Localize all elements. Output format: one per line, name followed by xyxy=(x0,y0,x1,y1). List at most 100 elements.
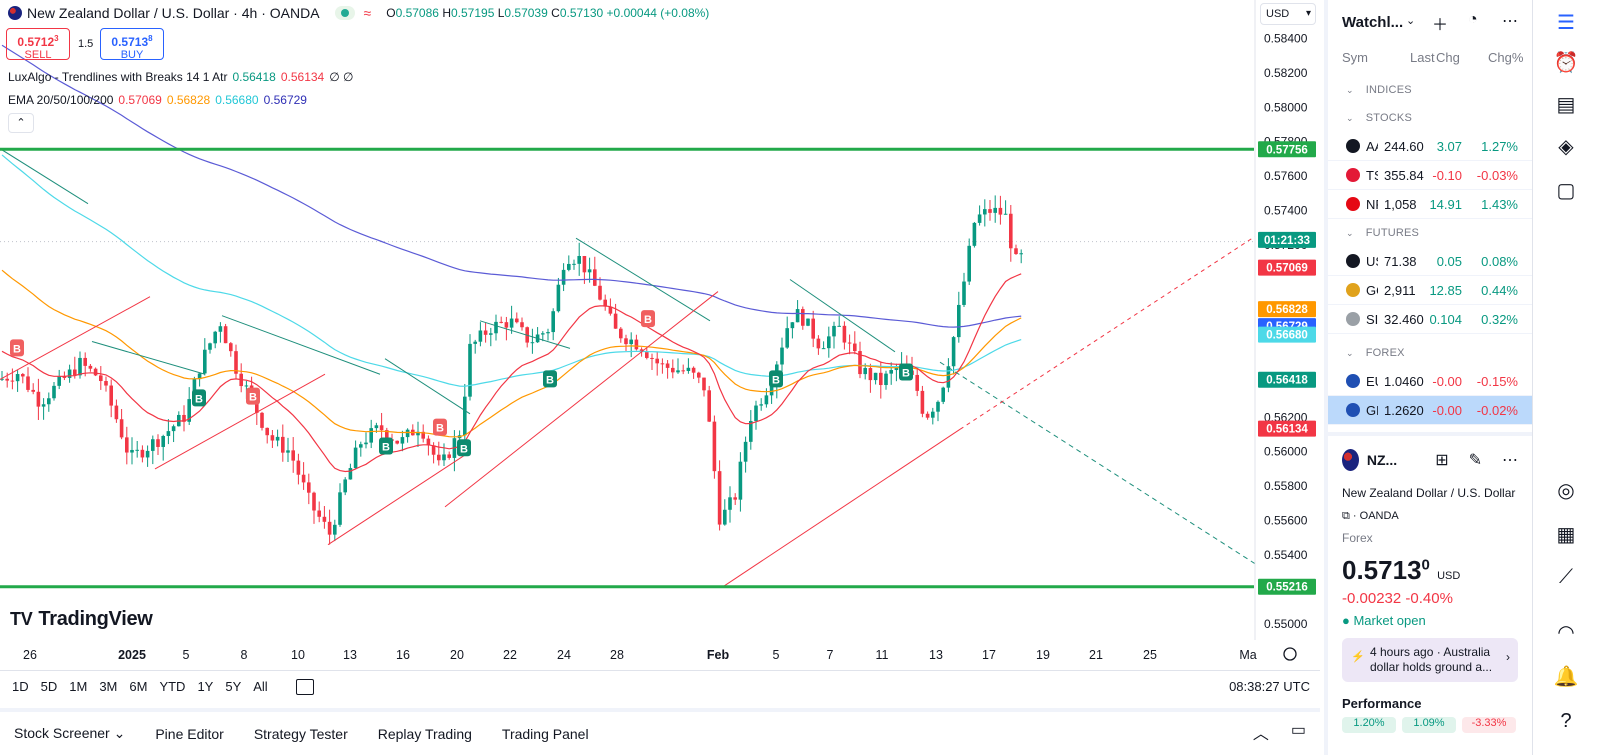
range-3m[interactable]: 3M xyxy=(99,679,118,694)
alerts-icon[interactable]: ⏰ xyxy=(1553,52,1579,74)
edit-icon[interactable]: ✎ xyxy=(1468,452,1482,469)
help-icon[interactable]: ? xyxy=(1560,710,1572,732)
range-ytd[interactable]: YTD xyxy=(159,679,186,694)
watchlist-section-stocks[interactable]: ⌄ STOCKS xyxy=(1346,112,1412,124)
trend-icon[interactable]: ⟋ xyxy=(1559,566,1573,588)
row-symbol: EURUSD xyxy=(1366,374,1378,389)
chart-area[interactable]: BBBBBBBBBB0.584000.582000.580000.578000.… xyxy=(0,0,1320,686)
range-1m[interactable]: 1M xyxy=(69,679,88,694)
trendline-up xyxy=(723,428,961,587)
detail-symbol[interactable]: NZ... xyxy=(1366,452,1398,468)
perf-box[interactable]: 1.09% xyxy=(1402,717,1456,733)
range-5d[interactable]: 5D xyxy=(40,679,58,694)
watchlist-title[interactable]: Watchl... xyxy=(1342,13,1404,31)
spread-value: 1.5 xyxy=(78,38,94,50)
watchlist-section-indices[interactable]: ⌄ INDICES xyxy=(1346,84,1412,96)
buy-button[interactable]: 0.57138 BUY xyxy=(100,28,164,61)
range-6m[interactable]: 6M xyxy=(129,679,148,694)
tab-strategy-tester[interactable]: Strategy Tester xyxy=(253,725,348,742)
tradingview-logo-mark: TV xyxy=(10,609,33,629)
trendline-down xyxy=(479,320,571,349)
symbol-logo-icon xyxy=(1346,254,1360,268)
watchlist-row[interactable]: EURUSD 1.0460 -0.00 -0.15% xyxy=(1328,367,1532,396)
performance-title: Performance xyxy=(1342,696,1422,711)
currency-select[interactable]: USD xyxy=(1260,3,1316,25)
col-last[interactable]: Last xyxy=(1410,49,1435,65)
candle-body xyxy=(151,439,155,451)
chat-icon[interactable]: ▢ xyxy=(1556,180,1576,202)
chevron-down-icon[interactable]: ⌄ xyxy=(1346,112,1354,123)
symbol-title[interactable]: New Zealand Dollar / U.S. Dollar · 4h · … xyxy=(27,5,320,21)
range-5y[interactable]: 5Y xyxy=(225,679,242,694)
advanced-view-icon[interactable]: ◔ xyxy=(1468,11,1478,28)
buy-signal-marker xyxy=(543,370,557,388)
more-icon[interactable]: ⋯ xyxy=(1502,13,1518,30)
watchlist-row[interactable]: SILVER 32.460 0.104 0.32% xyxy=(1328,305,1532,334)
price-chart[interactable]: BBBBBBBBBB0.584000.582000.580000.578000.… xyxy=(0,0,1320,670)
calendar-icon[interactable]: ▦ xyxy=(1556,524,1576,546)
data-wave-icon[interactable]: ≈ xyxy=(363,5,372,21)
range-1y[interactable]: 1Y xyxy=(197,679,214,694)
perf-box[interactable]: 1.20% xyxy=(1342,717,1396,733)
range-all[interactable]: All xyxy=(253,679,268,694)
trendline-up xyxy=(959,236,1256,430)
object-tree-icon[interactable]: ▤ xyxy=(1556,94,1576,116)
detail-exchange[interactable]: ⧉ · OANDA xyxy=(1342,510,1399,522)
watchlist-row[interactable]: AAPL 244.60 3.07 1.27% xyxy=(1328,132,1532,161)
candle-body xyxy=(208,343,212,350)
watchlist-row[interactable]: NFLX 1,058 14.91 1.43% xyxy=(1328,190,1532,219)
watchlist-row[interactable]: USOIL 71.38 0.05 0.08% xyxy=(1328,247,1532,276)
market-status[interactable]: ● Market open xyxy=(1342,613,1426,628)
watchlist-row[interactable]: GOLD 2,911 12.85 0.44% xyxy=(1328,276,1532,305)
chevron-down-icon[interactable]: ⌄ xyxy=(1346,227,1354,238)
candle-body xyxy=(244,385,249,387)
news-headline[interactable]: 4 hours ago · Australia dollar holds gro… xyxy=(1342,638,1518,682)
calendar-icon[interactable] xyxy=(295,678,314,695)
chevron-down-icon[interactable]: ⌄ xyxy=(1406,15,1416,27)
settings-gear-icon xyxy=(1283,647,1297,661)
col-chg[interactable]: Chg xyxy=(1436,49,1460,65)
watchlist-icon[interactable]: ☰ xyxy=(1557,12,1575,34)
add-symbol-icon[interactable]: ＋ xyxy=(1432,17,1449,34)
col-chgp[interactable]: Chg% xyxy=(1488,49,1524,65)
candle-body xyxy=(125,437,129,453)
chevron-down-icon[interactable]: ⌄ xyxy=(1346,84,1354,95)
collapse-legend-button[interactable]: ⌃ xyxy=(8,113,34,133)
time-tick-label: 11 xyxy=(876,648,889,662)
layers-icon[interactable]: ◈ xyxy=(1558,136,1574,158)
candle-body xyxy=(561,269,566,285)
candle-body xyxy=(281,436,285,453)
row-symbol: AAPL xyxy=(1366,139,1378,154)
watchlist-row[interactable]: TSLA 355.84 -0.10 -0.03% xyxy=(1328,161,1532,190)
utc-clock[interactable]: 08:38:27 UTC xyxy=(1229,679,1310,694)
time-tick-label: 19 xyxy=(1036,648,1050,662)
more-icon[interactable]: ⋯ xyxy=(1502,452,1518,469)
maximize-icon[interactable]: ▭ xyxy=(1290,722,1306,739)
watchlist-row[interactable]: GBPUSD 1.2620 -0.00 -0.02% xyxy=(1328,396,1532,425)
tab-replay-trading[interactable]: Replay Trading xyxy=(377,725,472,742)
candle-body xyxy=(338,492,342,525)
target-icon[interactable]: ◎ xyxy=(1557,480,1575,502)
candle-body xyxy=(447,454,451,458)
external-link-icon[interactable]: ⧉ xyxy=(1342,510,1350,522)
range-1d[interactable]: 1D xyxy=(12,679,29,694)
grid-icon[interactable]: ⊞ xyxy=(1435,452,1449,469)
chevron-down-icon[interactable]: ⌄ xyxy=(1346,347,1354,358)
watchlist-section-forex[interactable]: ⌄ FOREX xyxy=(1346,347,1405,359)
ema-legend[interactable]: EMA 20/50/100/200 0.57069 0.56828 0.5668… xyxy=(8,93,307,107)
chevron-down-icon[interactable]: ⌄ xyxy=(113,725,126,741)
tab-pine-editor[interactable]: Pine Editor xyxy=(155,725,224,742)
chevron-right-icon: › xyxy=(1506,650,1510,664)
notifications-icon[interactable]: 🔔 xyxy=(1553,666,1579,688)
signal-icon[interactable]: ◠ xyxy=(1557,622,1575,644)
market-status-icon[interactable] xyxy=(334,6,355,20)
watchlist-section-futures[interactable]: ⌄ FUTURES xyxy=(1346,227,1420,239)
sell-button[interactable]: 0.57123 SELL xyxy=(6,28,70,61)
col-sym[interactable]: Sym xyxy=(1342,49,1368,65)
luxalgo-legend[interactable]: LuxAlgo - Trendlines with Breaks 14 1 At… xyxy=(8,70,354,84)
perf-box[interactable]: -3.33% xyxy=(1462,717,1516,733)
candle-body xyxy=(567,263,571,270)
tab-stock-screener[interactable]: Stock Screener ⌄ xyxy=(14,725,126,741)
tab-trading-panel[interactable]: Trading Panel xyxy=(501,725,589,742)
chevron-up-icon[interactable]: ︿ xyxy=(1252,726,1269,743)
